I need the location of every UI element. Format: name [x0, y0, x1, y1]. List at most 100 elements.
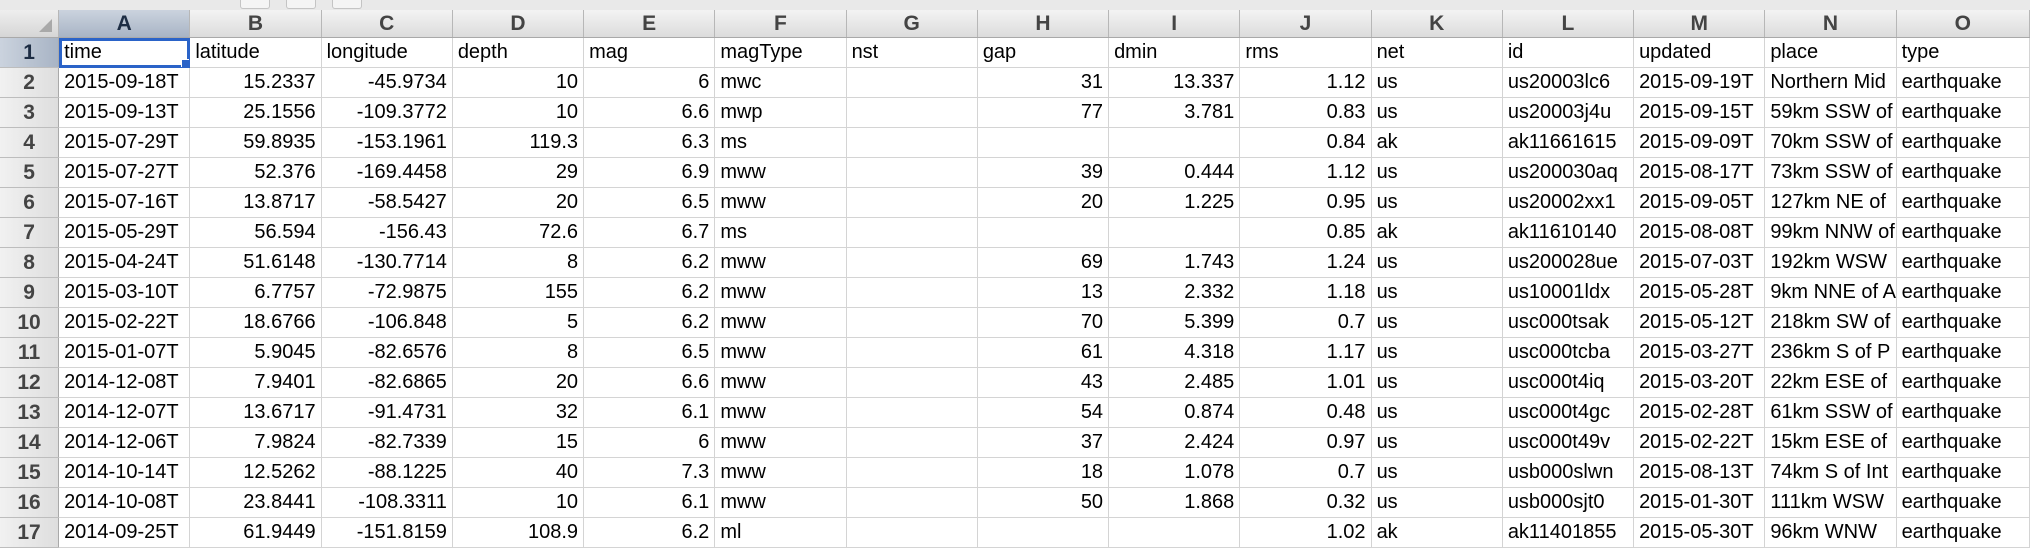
cell-c[interactable]: -106.848 — [321, 307, 453, 338]
cell-l[interactable]: ak11401855 — [1502, 517, 1635, 548]
cell-n[interactable]: 9km NNE of A — [1764, 277, 1897, 308]
cell-k[interactable]: us — [1371, 277, 1503, 308]
cell-g[interactable] — [846, 97, 978, 128]
cell-a[interactable]: 2014-12-06T — [58, 427, 191, 458]
cell-c[interactable]: -82.6576 — [321, 337, 453, 368]
row-header[interactable]: 16 — [0, 487, 60, 518]
cell-g[interactable] — [846, 157, 978, 188]
cell-e[interactable]: 6.2 — [583, 277, 716, 308]
cell-n[interactable]: 96km WNW — [1764, 517, 1897, 548]
cell-g[interactable] — [846, 307, 978, 338]
cell-d[interactable]: 15 — [452, 427, 585, 458]
cell-k[interactable]: ak — [1371, 517, 1503, 548]
cell-f[interactable]: mww — [714, 247, 847, 278]
row-header[interactable]: 1 — [0, 37, 60, 68]
cell-m[interactable]: 2015-02-28T — [1633, 397, 1766, 428]
cell-k[interactable]: us — [1371, 457, 1503, 488]
cell-c[interactable]: -72.9875 — [321, 277, 453, 308]
cell-a[interactable]: 2014-10-08T — [58, 487, 191, 518]
cell-n[interactable]: Northern Mid — [1764, 67, 1897, 98]
cell-c[interactable]: -109.3772 — [321, 97, 453, 128]
header-cell-g[interactable]: nst — [846, 37, 978, 68]
cell-k[interactable]: us — [1371, 97, 1503, 128]
row-header[interactable]: 13 — [0, 397, 60, 428]
cell-a[interactable]: 2015-02-22T — [58, 307, 191, 338]
cell-j[interactable]: 1.02 — [1239, 517, 1372, 548]
cell-i[interactable]: 2.332 — [1108, 277, 1241, 308]
cell-f[interactable]: mww — [714, 487, 847, 518]
cell-d[interactable]: 10 — [452, 97, 585, 128]
cell-h[interactable]: 61 — [977, 337, 1110, 368]
header-cell-c[interactable]: longitude — [321, 37, 453, 68]
cell-a[interactable]: 2015-07-27T — [58, 157, 191, 188]
cell-i[interactable]: 1.743 — [1108, 247, 1241, 278]
header-cell-l[interactable]: id — [1502, 37, 1635, 68]
cell-k[interactable]: us — [1371, 307, 1503, 338]
cell-k[interactable]: us — [1371, 157, 1503, 188]
cell-n[interactable]: 70km SSW of — [1764, 127, 1897, 158]
cell-e[interactable]: 6.3 — [583, 127, 716, 158]
cell-k[interactable]: ak — [1371, 217, 1503, 248]
cell-i[interactable]: 1.078 — [1108, 457, 1241, 488]
cell-g[interactable] — [846, 217, 978, 248]
cell-m[interactable]: 2015-09-15T — [1633, 97, 1766, 128]
cell-j[interactable]: 0.85 — [1239, 217, 1372, 248]
cell-e[interactable]: 6.2 — [583, 307, 716, 338]
cell-a[interactable]: 2015-04-24T — [58, 247, 191, 278]
select-all-corner[interactable] — [0, 10, 60, 38]
cell-f[interactable]: mww — [714, 397, 847, 428]
cell-m[interactable]: 2015-08-13T — [1633, 457, 1766, 488]
cell-f[interactable]: mww — [714, 427, 847, 458]
cell-a[interactable]: 2014-12-08T — [58, 367, 191, 398]
cell-h[interactable]: 31 — [977, 67, 1110, 98]
cell-g[interactable] — [846, 277, 978, 308]
row-header[interactable]: 10 — [0, 307, 60, 338]
cell-d[interactable]: 8 — [452, 337, 585, 368]
cell-h[interactable]: 39 — [977, 157, 1110, 188]
cell-m[interactable]: 2015-03-20T — [1633, 367, 1766, 398]
cell-g[interactable] — [846, 187, 978, 218]
column-header-h[interactable]: H — [977, 10, 1110, 38]
cell-h[interactable]: 70 — [977, 307, 1110, 338]
cell-i[interactable]: 4.318 — [1108, 337, 1241, 368]
header-cell-j[interactable]: rms — [1239, 37, 1372, 68]
cell-m[interactable]: 2015-02-22T — [1633, 427, 1766, 458]
cell-h[interactable]: 37 — [977, 427, 1110, 458]
column-header-b[interactable]: B — [189, 10, 322, 38]
column-header-l[interactable]: L — [1502, 10, 1635, 38]
cell-l[interactable]: usc000tsak — [1502, 307, 1635, 338]
cell-d[interactable]: 32 — [452, 397, 585, 428]
cell-b[interactable]: 13.8717 — [189, 187, 322, 218]
cell-e[interactable]: 6.6 — [583, 367, 716, 398]
row-header[interactable]: 12 — [0, 367, 60, 398]
cell-l[interactable]: usc000t4gc — [1502, 397, 1635, 428]
cell-a[interactable]: 2015-09-13T — [58, 97, 191, 128]
cell-e[interactable]: 6.6 — [583, 97, 716, 128]
cell-m[interactable]: 2015-03-27T — [1633, 337, 1766, 368]
cell-d[interactable]: 8 — [452, 247, 585, 278]
cell-g[interactable] — [846, 517, 978, 548]
header-cell-h[interactable]: gap — [977, 37, 1110, 68]
column-header-c[interactable]: C — [321, 10, 453, 38]
cell-f[interactable]: ms — [714, 127, 847, 158]
scroll-nub[interactable] — [332, 0, 362, 9]
cell-k[interactable]: us — [1371, 337, 1503, 368]
scroll-nub[interactable] — [286, 0, 316, 9]
cell-h[interactable]: 77 — [977, 97, 1110, 128]
cell-e[interactable]: 6.2 — [583, 247, 716, 278]
cell-a[interactable]: 2014-09-25T — [58, 517, 191, 548]
cell-n[interactable]: 22km ESE of — [1764, 367, 1897, 398]
cell-e[interactable]: 6.7 — [583, 217, 716, 248]
cell-e[interactable]: 6 — [583, 427, 716, 458]
cell-o[interactable]: earthquake — [1896, 157, 2030, 188]
column-header-d[interactable]: D — [452, 10, 585, 38]
cell-g[interactable] — [846, 457, 978, 488]
cell-j[interactable]: 0.97 — [1239, 427, 1372, 458]
cell-c[interactable]: -169.4458 — [321, 157, 453, 188]
cell-f[interactable]: mww — [714, 307, 847, 338]
cell-i[interactable]: 1.868 — [1108, 487, 1241, 518]
cell-j[interactable]: 0.7 — [1239, 457, 1372, 488]
header-cell-b[interactable]: latitude — [189, 37, 322, 68]
cell-j[interactable]: 1.12 — [1239, 157, 1372, 188]
cell-j[interactable]: 0.83 — [1239, 97, 1372, 128]
